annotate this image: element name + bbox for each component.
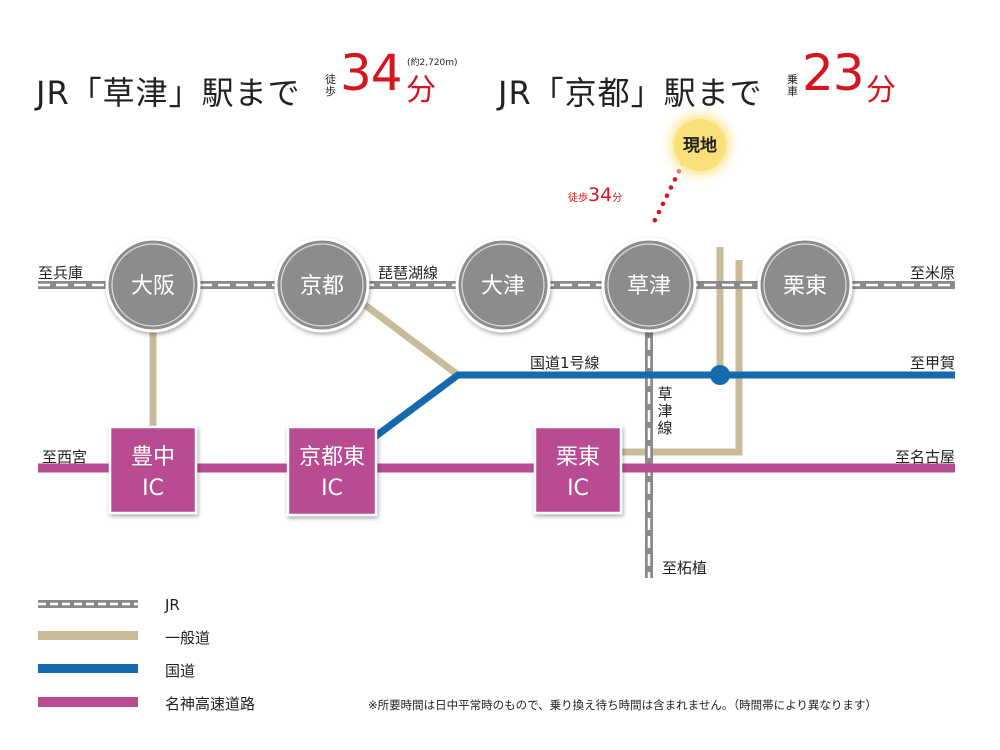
- label-to-nagoya: 至名古屋: [894, 448, 955, 466]
- ic-ritto: 栗東 IC: [533, 425, 623, 515]
- station-name: 大津: [481, 274, 525, 299]
- station-kyoto: 京都: [274, 237, 370, 333]
- headline-right-mode: 乗車: [787, 73, 798, 98]
- headline-left-mode: 徒歩: [325, 73, 336, 98]
- site-marker: 現地: [658, 103, 742, 187]
- label-to-tsuge: 至柘植: [662, 559, 708, 577]
- station-name: 草津: [627, 274, 671, 299]
- station-name: 大阪: [131, 274, 175, 299]
- legend-swatches: [38, 600, 138, 707]
- headline-left-value: 34: [340, 44, 403, 102]
- headline-right-value: 23: [802, 44, 865, 102]
- label-to-nishinomiya: 至西宮: [42, 448, 88, 466]
- legend-expressway: 名神高速道路: [165, 695, 256, 713]
- label-biwako-line: 琵琶湖線: [378, 264, 439, 282]
- svg-text:IC: IC: [567, 476, 589, 501]
- road-vertical-b: [622, 260, 743, 456]
- site-label: 現地: [683, 135, 717, 156]
- legend-jr: JR: [165, 596, 180, 614]
- walk-route: [648, 160, 686, 231]
- station-osaka: 大阪: [105, 237, 201, 333]
- label-to-maibara: 至米原: [909, 264, 955, 282]
- station-kusatsu: 草津: [601, 237, 697, 333]
- station-otsu: 大津: [455, 237, 551, 333]
- headline-right-unit: 分: [866, 73, 896, 108]
- legend-national-road-swatch: [38, 664, 138, 673]
- headline-right-prefix: JR「京都」駅まで: [498, 74, 763, 112]
- label-kusatsu-line: 草津線: [657, 385, 673, 437]
- interchanges: 豊中 IC 京都東 IC 栗東 IC: [108, 425, 623, 517]
- headline-left-distance: (約2,720m): [407, 58, 458, 68]
- ic-toyonaka: 豊中 IC: [108, 425, 198, 515]
- stations: 大阪 京都 大津 草津 栗東: [105, 237, 853, 333]
- footnote: ※所要時間は日中平常時のもので、乗り換え待ち時間は含まれません。（時間帯により異…: [368, 698, 877, 712]
- svg-text:IC: IC: [321, 476, 343, 501]
- station-name: 栗東: [783, 274, 827, 299]
- headline-left-unit: 分: [406, 73, 436, 108]
- legend-expressway-swatch: [38, 697, 138, 707]
- road-kyoto-diagonal: [362, 302, 461, 378]
- station-name: 京都: [300, 274, 344, 299]
- legend-general-road-swatch: [38, 631, 138, 640]
- svg-text:IC: IC: [142, 476, 164, 501]
- legend-general-road: 一般道: [165, 629, 211, 647]
- svg-text:京都東: 京都東: [299, 445, 365, 470]
- svg-text:栗東: 栗東: [556, 445, 600, 470]
- label-to-hyogo: 至兵庫: [38, 264, 84, 282]
- walk-annotation: 徒歩34分: [568, 184, 623, 206]
- general-roads: [149, 247, 743, 456]
- svg-text:豊中: 豊中: [131, 445, 175, 470]
- route1-junction: [710, 365, 730, 385]
- label-to-koka: 至甲賀: [909, 354, 955, 372]
- station-ritto: 栗東: [757, 237, 853, 333]
- ic-kyoto-higashi: 京都東 IC: [286, 425, 378, 517]
- legend-national-road: 国道: [165, 662, 196, 680]
- headline-left-prefix: JR「草津」駅まで: [36, 74, 301, 112]
- label-route1: 国道1号線: [530, 354, 600, 372]
